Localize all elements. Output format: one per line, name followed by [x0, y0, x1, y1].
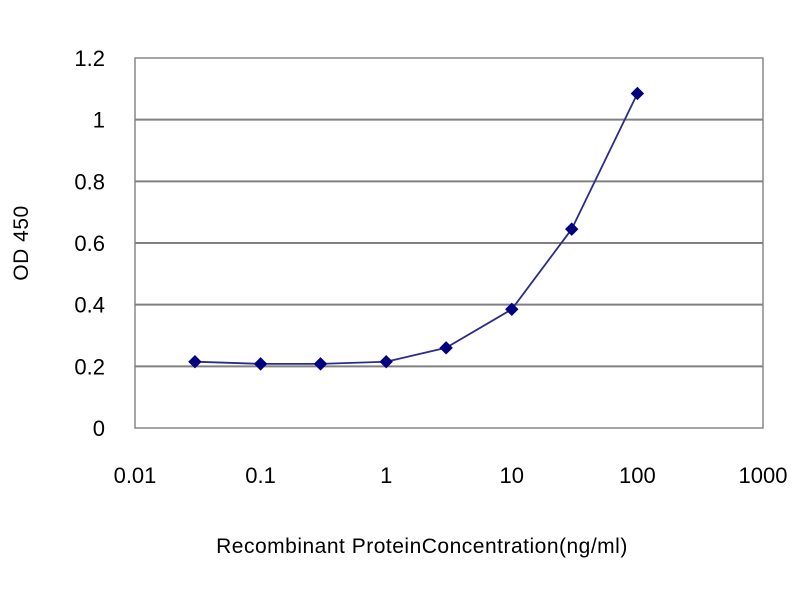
data-point	[379, 355, 393, 369]
data-point	[253, 357, 268, 371]
x-tick-label: 100	[619, 463, 656, 488]
x-tick-label: 10	[500, 463, 524, 488]
y-tick-label: 1.2	[74, 46, 105, 71]
y-tick-label: 0.4	[74, 293, 105, 318]
x-tick-label: 1	[380, 463, 392, 488]
data-point	[313, 357, 328, 371]
y-tick-label: 0.6	[74, 231, 105, 256]
data-point	[505, 302, 519, 316]
y-tick-label: 0.8	[74, 169, 105, 194]
y-tick-label: 1	[93, 108, 105, 133]
series-group	[188, 86, 645, 371]
grid-lines	[135, 118, 763, 368]
y-tick-labels: 0 0.2 0.4 0.6 0.8 1 1.2	[74, 46, 105, 441]
x-tick-label: 1000	[739, 463, 788, 488]
data-point	[439, 341, 453, 355]
y-axis-title: OD 450	[10, 205, 33, 280]
y-tick-label: 0.2	[74, 354, 105, 379]
data-point	[630, 86, 645, 101]
data-point	[188, 355, 202, 369]
y-tick-label: 0	[93, 416, 105, 441]
x-tick-label: 0.1	[245, 463, 276, 488]
x-axis-title: Recombinant ProteinConcentration(ng/ml)	[216, 535, 628, 558]
series-line	[194, 93, 639, 365]
x-tick-label: 0.01	[114, 463, 157, 488]
data-point	[565, 222, 579, 236]
x-tick-labels: 0.01 0.1 1 10 100 1000	[114, 463, 788, 488]
